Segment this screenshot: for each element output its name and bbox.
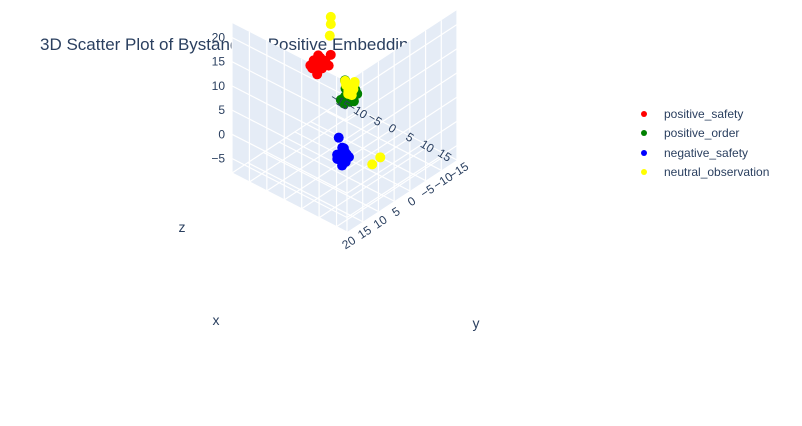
gridline xyxy=(346,120,458,194)
gridline xyxy=(310,121,426,182)
legend-label: neutral_observation xyxy=(664,165,770,180)
gridline xyxy=(231,172,348,233)
z-tick-label: 5 xyxy=(218,103,225,117)
gridline xyxy=(294,131,411,192)
gridline xyxy=(278,141,395,202)
gridline xyxy=(341,100,458,161)
data-point-neutral_observation[interactable] xyxy=(325,19,336,30)
legend-marker-icon xyxy=(641,110,647,117)
z-tick-label: 20 xyxy=(212,31,226,45)
gridline xyxy=(231,85,348,146)
z-tick-label: 10 xyxy=(212,79,226,93)
data-point-neutral_observation[interactable] xyxy=(341,80,352,91)
z-tick-label: 0 xyxy=(218,127,225,141)
x-axis-title: x xyxy=(213,312,220,328)
axis-titles: z x y xyxy=(179,219,480,331)
z-tick-label: 15 xyxy=(212,55,226,69)
gridline xyxy=(266,118,378,192)
gridline xyxy=(346,72,458,146)
x-tick-label: −5 xyxy=(365,110,384,129)
gridline xyxy=(263,151,379,212)
data-point-neutral_observation[interactable] xyxy=(375,152,386,163)
legend-marker-icon xyxy=(641,130,647,137)
z-tick-label: −5 xyxy=(211,151,225,165)
gridline xyxy=(346,48,458,122)
y-axis-title: y xyxy=(473,315,480,331)
gridline xyxy=(346,144,458,218)
gridline xyxy=(231,109,348,170)
data-point-positive_safety[interactable] xyxy=(313,50,324,61)
gridline xyxy=(301,136,413,210)
gridline xyxy=(231,133,348,194)
y-tick-label: 10 xyxy=(371,212,390,231)
gridline xyxy=(231,36,348,98)
data-point-neutral_observation[interactable] xyxy=(324,30,335,41)
y-tick-label: 20 xyxy=(339,233,358,252)
legend-marker-icon xyxy=(641,169,647,176)
gridline xyxy=(247,162,363,223)
data-point-positive_safety[interactable] xyxy=(313,59,324,70)
data-point-negative_safety[interactable] xyxy=(341,149,352,160)
gridline xyxy=(231,157,348,219)
y-tick-label: 15 xyxy=(355,223,374,242)
data-point-positive_order[interactable] xyxy=(335,94,346,105)
gridline xyxy=(346,96,458,170)
data-point-neutral_observation[interactable] xyxy=(348,84,359,95)
gridline xyxy=(326,110,442,171)
legend-label: negative_safety xyxy=(664,145,749,160)
z-axis-title: z xyxy=(179,219,186,235)
gridline xyxy=(336,154,447,228)
data-point-negative_safety[interactable] xyxy=(333,132,344,143)
data-points xyxy=(305,11,386,171)
y-tick-label: 0 xyxy=(405,194,418,210)
data-point-neutral_observation[interactable] xyxy=(325,11,336,22)
legend-label: positive_safety xyxy=(664,106,744,121)
legend-marker-icon xyxy=(641,149,647,156)
gridline xyxy=(346,24,458,98)
legend-item[interactable]: positive_order xyxy=(634,124,769,144)
legend[interactable]: positive_safety positive_order negative_sa… xyxy=(634,104,769,182)
gridline xyxy=(231,100,343,174)
data-point-negative_safety[interactable] xyxy=(337,142,348,153)
legend-item[interactable]: positive_safety xyxy=(634,104,769,124)
data-point-neutral_observation[interactable] xyxy=(367,159,378,170)
legend-item[interactable]: negative_safety xyxy=(634,143,769,163)
y-tick-label: 5 xyxy=(389,204,402,220)
legend-label: positive_order xyxy=(664,126,740,141)
gridline xyxy=(249,109,360,183)
gridline xyxy=(318,145,430,219)
legend-item[interactable]: neutral_observation xyxy=(634,163,769,183)
